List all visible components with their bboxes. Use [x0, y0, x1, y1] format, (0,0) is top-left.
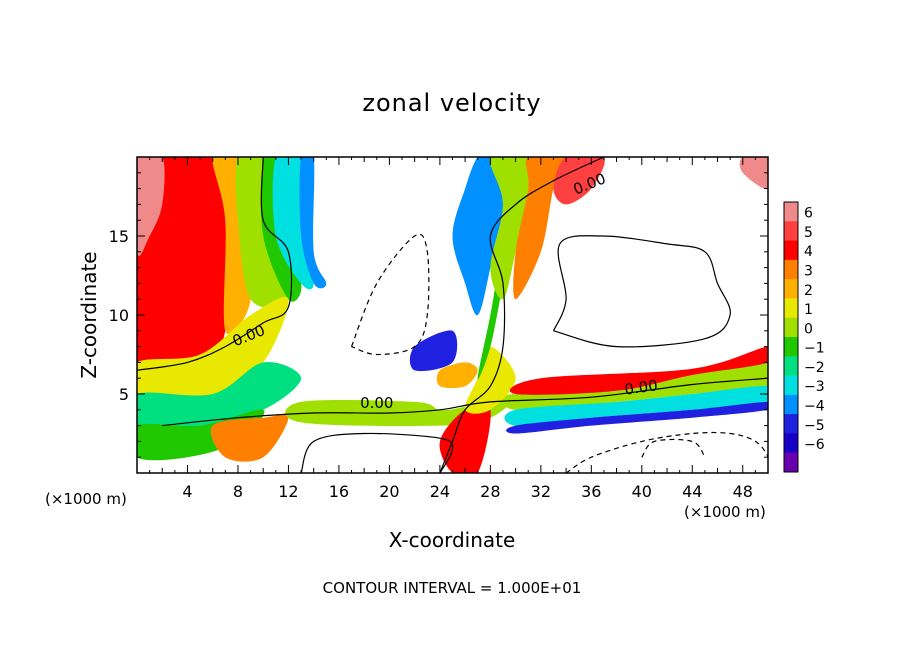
x-axis-ticks: 4 8 12 16 20 24 28 32 36 40 44 48	[149, 157, 756, 501]
contour-line-0	[137, 157, 293, 371]
contour-label-1: 0.00	[360, 394, 393, 412]
field-region-8	[137, 362, 302, 429]
colorbar-swatch	[784, 202, 798, 222]
x-unit-right: (×1000 m)	[684, 503, 766, 521]
x-tick-label: 48	[733, 482, 753, 501]
x-tick-label: 36	[581, 482, 601, 501]
colorbar-swatch	[784, 356, 798, 377]
contour-line-1	[162, 377, 768, 427]
x-unit-left: (×1000 m)	[45, 490, 127, 508]
field-region-4	[272, 157, 314, 290]
field-region-3	[260, 157, 302, 302]
colorbar-label: −4	[804, 399, 825, 415]
x-tick-label: 32	[531, 482, 551, 501]
x-tick-label: 28	[480, 482, 500, 501]
x-tick-label: 44	[682, 482, 702, 501]
colorbar-label: −3	[804, 379, 825, 395]
colorbar-swatch	[784, 414, 798, 434]
field-region-5	[299, 157, 327, 289]
y-axis-ticks: 5 10 15	[109, 172, 768, 458]
colorbar-swatch	[784, 298, 798, 319]
y-tick-label: 5	[119, 385, 129, 404]
field-region-21	[504, 385, 768, 426]
x-tick-label: 24	[430, 482, 450, 501]
colorbar: 6 5 4 3 2 1 0 −1 −2 −3 −4 −5 −6	[783, 201, 825, 473]
field-region-18	[553, 157, 605, 205]
field-region-1	[212, 157, 251, 335]
field-region-24	[436, 362, 478, 389]
colorbar-label: 1	[804, 302, 813, 318]
x-tick-label: 40	[632, 482, 652, 501]
field-region-12	[439, 403, 491, 473]
colorbar-label: −1	[804, 341, 825, 357]
field-region-17	[513, 157, 567, 300]
field-region-14	[477, 202, 529, 380]
contour-line-7	[641, 438, 706, 458]
contour-line-5	[350, 233, 430, 356]
colorbar-swatch	[784, 240, 798, 261]
contour-line-4	[300, 432, 454, 473]
colorbar-label: −2	[804, 360, 825, 376]
x-tick-label: 20	[379, 482, 399, 501]
colorbar-swatch	[784, 259, 798, 280]
colorbar-swatch	[784, 317, 798, 338]
y-tick-label: 10	[109, 306, 129, 325]
colorbar-swatch	[784, 279, 798, 299]
colorbar-label: 2	[804, 283, 813, 299]
contour-lines	[137, 157, 768, 473]
colorbar-label: 0	[804, 321, 813, 337]
field-region-16	[489, 157, 532, 300]
field-region-22	[506, 401, 768, 434]
contour-line-2	[439, 157, 605, 473]
x-tick-label: 8	[233, 482, 243, 501]
colorbar-label: −6	[804, 437, 825, 453]
colorbar-swatch	[784, 221, 798, 242]
contour-interval-note: CONTOUR INTERVAL = 1.000E+01	[323, 579, 582, 597]
field-region-15	[452, 157, 503, 316]
x-tick-label: 4	[182, 482, 192, 501]
colorbar-frame	[783, 201, 799, 473]
colorbar-label: 6	[804, 206, 813, 222]
colorbar-swatch	[784, 337, 798, 357]
colorbar-swatch	[784, 452, 798, 473]
colorbar-label: 5	[804, 225, 813, 241]
field-region-10	[210, 414, 289, 462]
y-axis-label: Z-coordinate	[77, 251, 101, 378]
field-region-23	[409, 330, 458, 372]
colorbar-swatch	[784, 433, 798, 454]
contour-line-3	[552, 235, 731, 348]
colorbar-swatch	[784, 394, 798, 415]
field-region-6	[137, 157, 165, 257]
chart-title: zonal velocity	[362, 89, 541, 117]
colorbar-label: 3	[804, 264, 813, 280]
field-region-13	[464, 346, 516, 414]
field-region-25	[739, 157, 768, 189]
x-axis-label: X-coordinate	[389, 528, 516, 552]
colorbar-label: −5	[804, 418, 825, 434]
x-tick-label: 16	[329, 482, 349, 501]
colorbar-label: 4	[804, 244, 813, 260]
field-region-20	[510, 346, 768, 395]
y-tick-label: 15	[109, 227, 129, 246]
colorbar-swatch	[784, 375, 798, 396]
contour-label-2: 0.00	[623, 376, 659, 398]
x-tick-label: 12	[278, 482, 298, 501]
